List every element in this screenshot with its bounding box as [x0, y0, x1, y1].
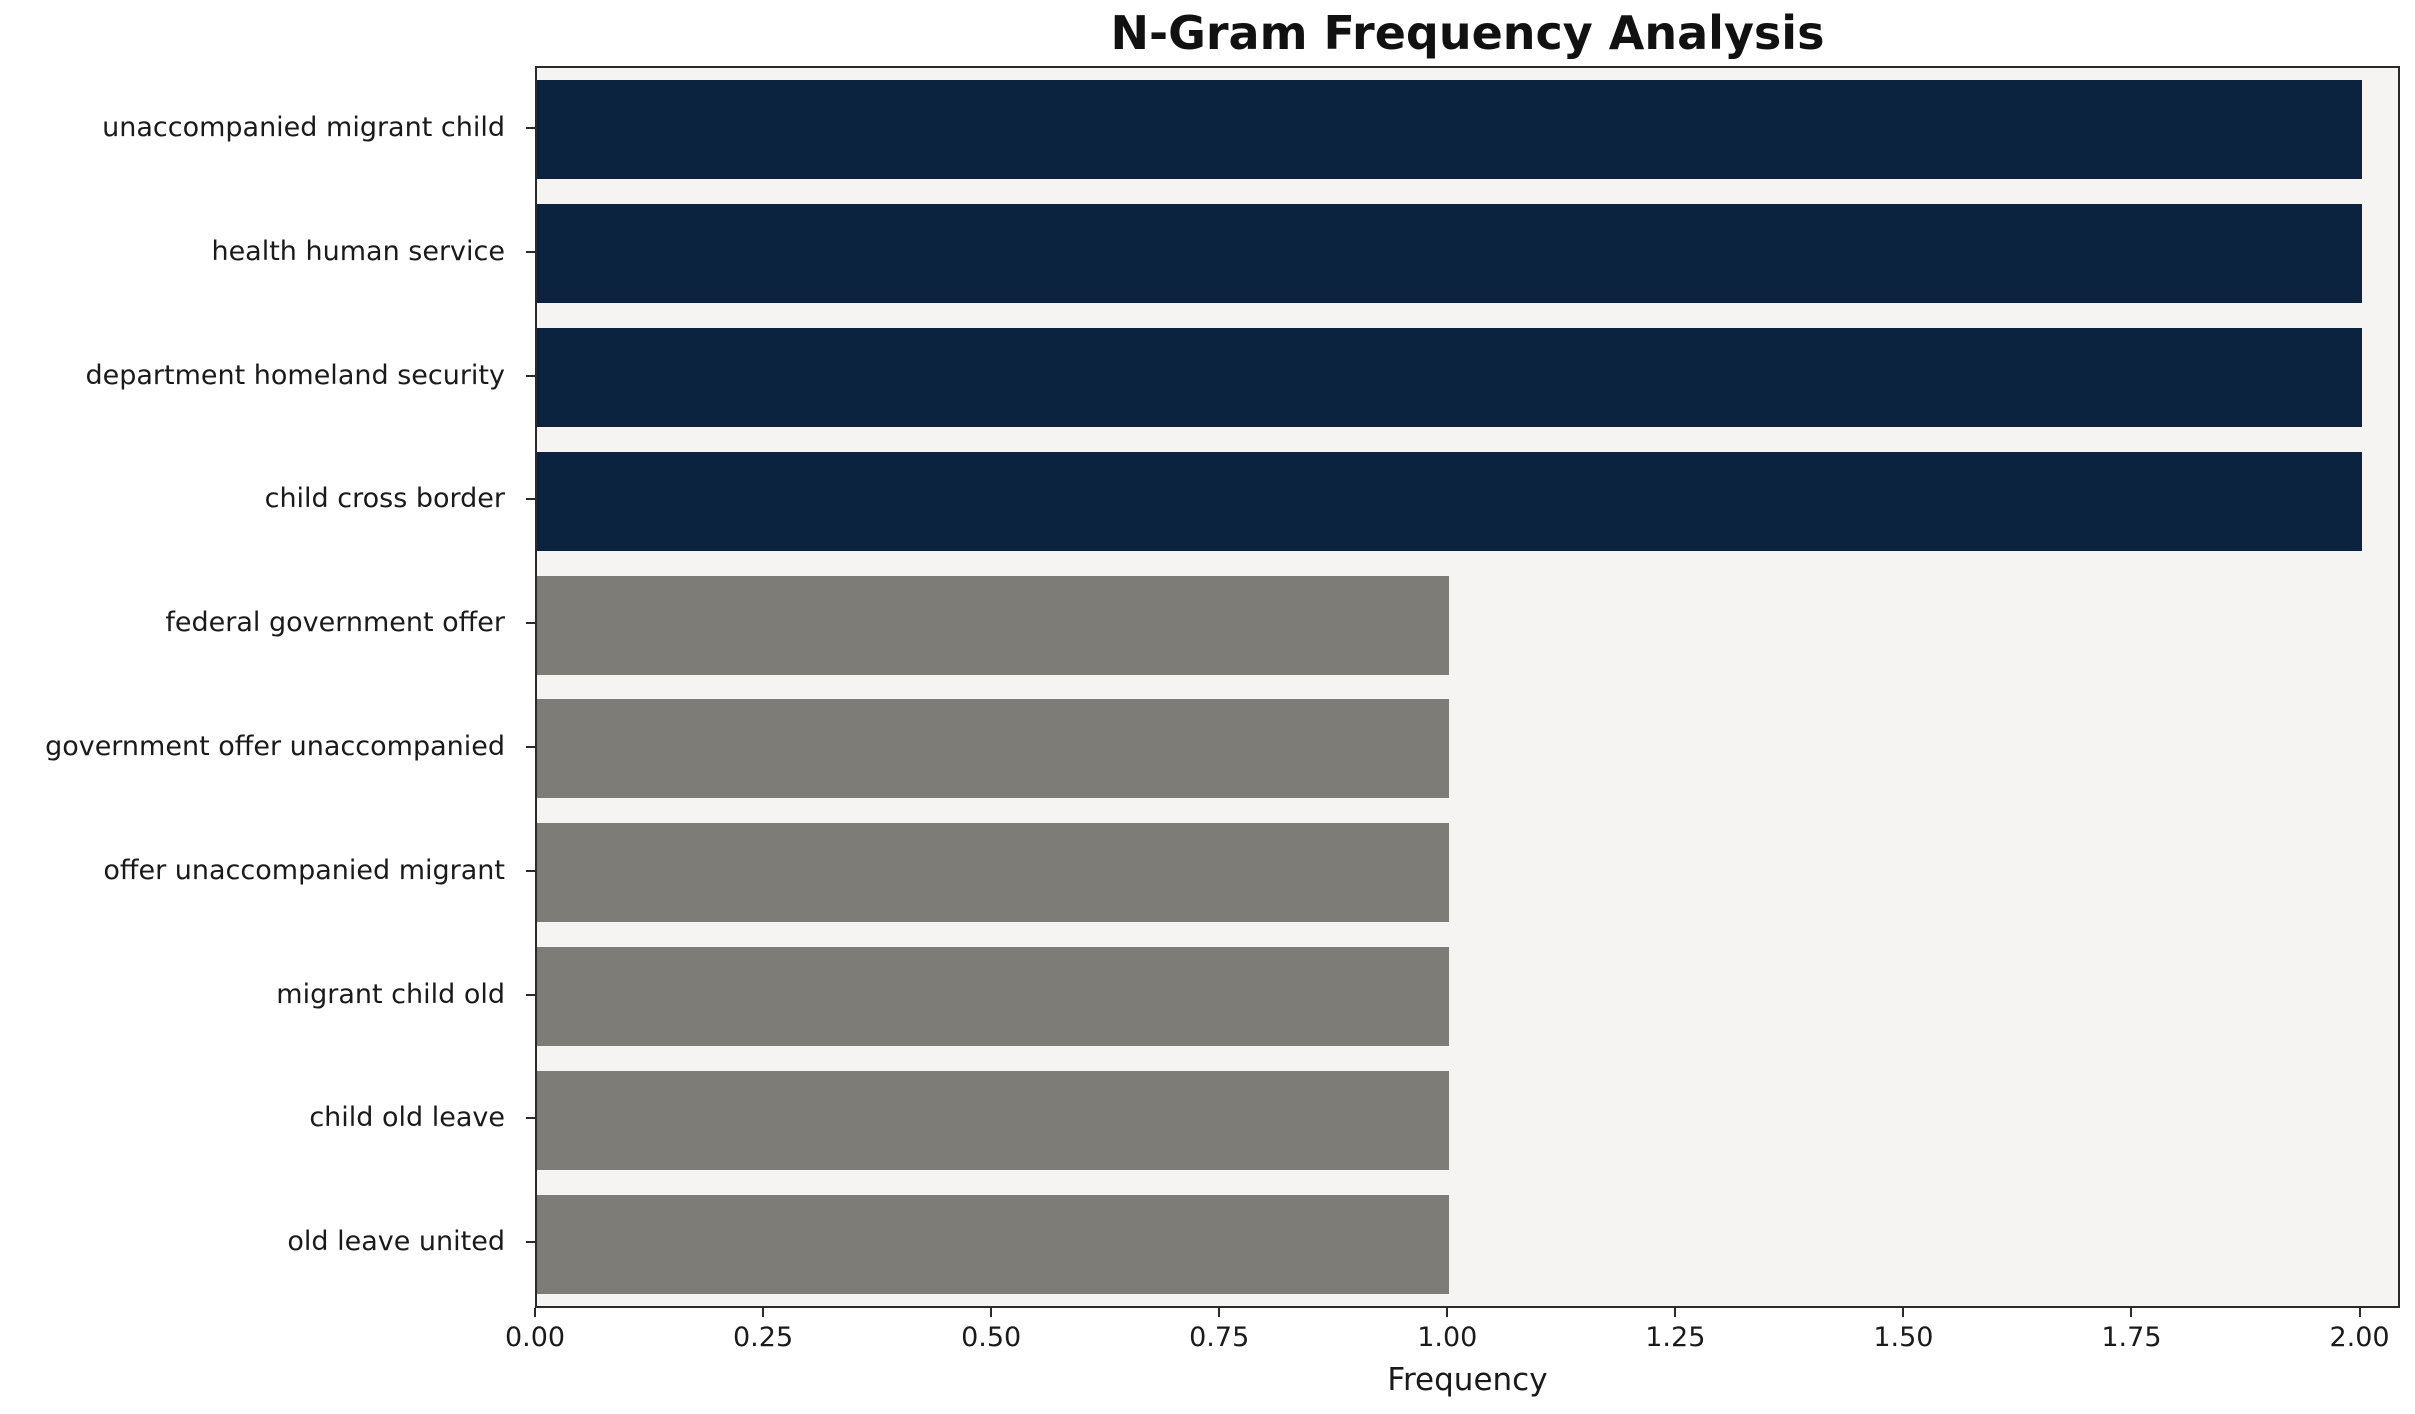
y-tick-label: unaccompanied migrant child: [102, 111, 505, 143]
x-tick-mark: [1902, 1308, 1905, 1317]
y-tick-mark: [526, 745, 535, 748]
y-tick-label: offer unaccompanied migrant: [103, 854, 505, 886]
y-tick-mark: [526, 993, 535, 996]
bar: [537, 699, 1450, 799]
x-tick-label: 1.00: [1417, 1322, 1478, 1353]
bar: [537, 451, 2362, 551]
x-tick-label: 1.75: [2101, 1322, 2162, 1353]
bar: [537, 1194, 1450, 1294]
x-tick-label: 0.00: [504, 1322, 566, 1353]
x-tick-label: 0.75: [1189, 1322, 1250, 1353]
y-tick-mark: [526, 498, 535, 501]
y-tick-mark: [526, 869, 535, 872]
x-tick-mark: [990, 1308, 993, 1317]
y-tick-label: old leave united: [287, 1226, 505, 1258]
bar: [537, 1070, 1450, 1170]
x-tick-mark: [1674, 1308, 1677, 1317]
y-tick-mark: [526, 1117, 535, 1120]
y-tick-mark: [526, 622, 535, 625]
bar: [537, 823, 1450, 923]
x-tick-mark: [534, 1308, 536, 1317]
bar: [537, 327, 2362, 427]
y-tick-mark: [526, 374, 535, 377]
bar: [537, 204, 2362, 304]
y-tick-label: migrant child old: [276, 978, 505, 1010]
y-tick-label: child old leave: [309, 1102, 505, 1134]
bar: [537, 946, 1450, 1046]
y-tick-label: federal government offer: [165, 607, 505, 639]
x-tick-label: 0.50: [961, 1322, 1022, 1353]
y-axis-labels: unaccompanied migrant child health human …: [0, 66, 515, 1308]
y-tick-mark: [526, 250, 535, 253]
y-tick-label: department homeland security: [85, 359, 505, 391]
x-tick-label: 0.25: [733, 1322, 794, 1353]
y-tick-mark: [526, 126, 535, 129]
y-tick-mark: [526, 1241, 535, 1244]
bar: [537, 575, 1450, 675]
x-tick-mark: [2358, 1308, 2361, 1317]
x-tick-mark: [2130, 1308, 2133, 1317]
bar: [537, 80, 2362, 180]
y-tick-label: government offer unaccompanied: [45, 730, 505, 762]
x-tick-mark: [1446, 1308, 1449, 1317]
x-axis-label: Frequency: [1387, 1362, 1548, 1398]
y-tick-label: child cross border: [264, 483, 505, 515]
plot-area: [535, 66, 2400, 1308]
x-tick-label: 2.00: [2329, 1322, 2390, 1353]
y-tick-label: health human service: [211, 235, 505, 267]
x-tick-label: 1.25: [1645, 1322, 1706, 1353]
chart-title: N-Gram Frequency Analysis: [1110, 6, 1825, 60]
x-tick-mark: [762, 1308, 765, 1317]
x-tick-mark: [1218, 1308, 1221, 1317]
x-tick-label: 1.50: [1873, 1322, 1934, 1353]
